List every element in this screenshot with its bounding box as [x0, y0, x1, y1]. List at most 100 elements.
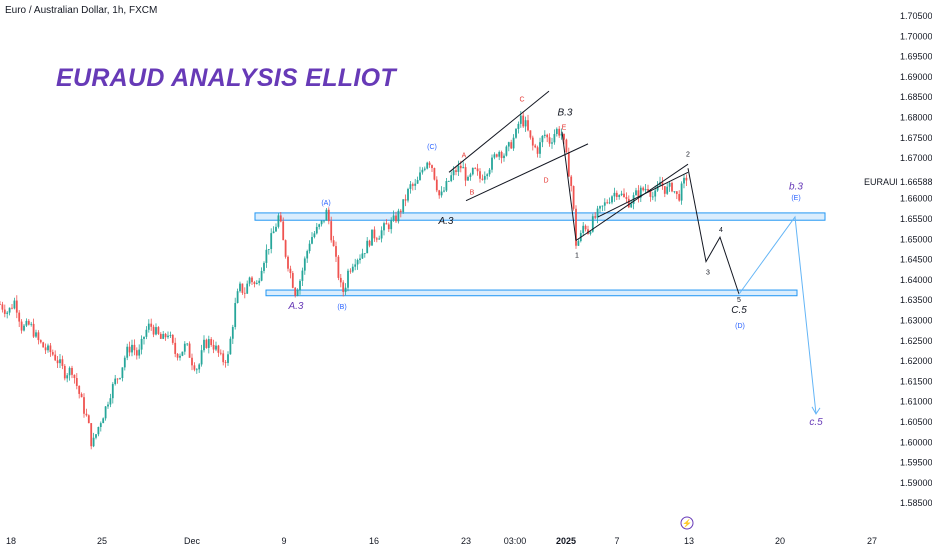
candle-body	[284, 240, 287, 257]
candle-body	[615, 192, 618, 197]
candle-body	[126, 346, 129, 358]
candle-body	[565, 139, 568, 153]
candle-body	[138, 349, 141, 356]
candle-body	[332, 240, 335, 247]
candle-body	[419, 172, 421, 181]
candle-body	[179, 355, 181, 358]
candle-body	[383, 223, 385, 231]
candle-body	[659, 182, 661, 186]
candle-body	[258, 280, 261, 283]
candle-body	[253, 282, 256, 284]
y-axis-tick: 1.59500	[900, 458, 932, 468]
candle-body	[234, 302, 237, 328]
candle-body	[651, 196, 654, 198]
candle-body	[59, 359, 61, 364]
candle-body	[236, 291, 239, 303]
candle-body	[647, 188, 649, 191]
candle-body	[474, 167, 477, 169]
candle-body	[500, 151, 503, 159]
wave-label: D	[543, 177, 548, 184]
candle-body	[219, 352, 222, 354]
candle-body	[371, 229, 373, 246]
candle-body	[104, 406, 107, 419]
candle-body	[373, 229, 376, 239]
candle-body	[330, 221, 333, 241]
candle-body	[114, 378, 117, 385]
x-axis-tick: 20	[775, 536, 785, 546]
candle-body	[145, 329, 148, 337]
candle-body	[320, 220, 323, 225]
candle-body	[188, 343, 191, 358]
candle-body	[51, 352, 54, 355]
candle-body	[402, 199, 405, 213]
candle-body	[248, 277, 251, 284]
candle-body	[536, 147, 539, 154]
candle-body	[503, 155, 505, 159]
candle-body	[678, 194, 681, 201]
candle-body	[277, 215, 280, 227]
candle-body	[644, 188, 647, 191]
candle-body	[363, 253, 366, 255]
candle-body	[39, 340, 42, 343]
candle-body	[368, 240, 371, 246]
x-axis-tick: 18	[6, 536, 16, 546]
candle-body	[464, 167, 467, 181]
candle-body	[303, 258, 306, 271]
candle-body	[344, 287, 347, 292]
price-tag-symbol: EURAUD	[864, 177, 903, 187]
wave-label: A	[462, 153, 467, 160]
candle-body	[85, 413, 88, 416]
candle-body	[263, 262, 265, 271]
candle-body	[308, 243, 311, 252]
candle-body	[361, 253, 364, 259]
candle-body	[11, 307, 13, 309]
candle-body	[512, 137, 515, 149]
candle-body	[452, 170, 455, 176]
candle-body	[529, 130, 532, 138]
y-axis-tick: 1.63500	[900, 295, 932, 305]
y-axis-tick: 1.66000	[900, 194, 932, 204]
candle-body	[575, 208, 577, 246]
candle-body	[455, 170, 457, 172]
candle-body	[572, 186, 575, 209]
y-axis-tick: 1.62000	[900, 356, 932, 366]
y-axis-tick: 1.62500	[900, 336, 932, 346]
candle-body	[517, 123, 520, 129]
candle-body	[570, 176, 573, 187]
candle-body	[193, 365, 196, 370]
candle-body	[414, 183, 417, 186]
candle-body	[601, 205, 604, 207]
candle-body	[171, 335, 174, 343]
y-axis-tick: 1.68500	[900, 92, 932, 102]
candle-body	[591, 216, 594, 232]
candle-body	[49, 345, 52, 353]
wave-label: b.3	[789, 181, 803, 192]
candle-body	[423, 168, 426, 170]
wave-label: C.5	[731, 305, 747, 316]
candle-body	[407, 188, 409, 201]
lightning-icon-glyph: ⚡	[682, 518, 692, 528]
candle-body	[649, 190, 652, 197]
candle-body	[157, 327, 160, 334]
candle-body	[642, 187, 645, 191]
candle-body	[447, 181, 450, 182]
x-axis-tick: 16	[369, 536, 379, 546]
candle-body	[594, 216, 597, 218]
y-axis-tick: 1.58500	[900, 498, 932, 508]
candle-body	[299, 280, 301, 291]
candle-body	[623, 193, 625, 198]
candle-body	[685, 177, 688, 181]
candle-body	[133, 344, 136, 351]
candle-body	[589, 231, 592, 234]
y-axis-tick: 1.60000	[900, 437, 932, 447]
candle-body	[217, 345, 220, 353]
candle-body	[426, 162, 429, 169]
candle-body	[342, 282, 345, 292]
candle-body	[0, 304, 1, 306]
candle-body	[71, 367, 73, 375]
wave-label: B.3	[557, 107, 572, 118]
support-resistance-zone	[265, 289, 798, 297]
candle-body	[404, 199, 407, 201]
candle-body	[431, 165, 433, 169]
